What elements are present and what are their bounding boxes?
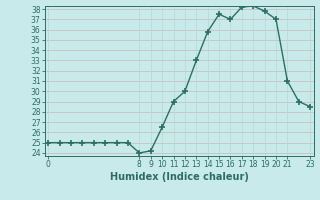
- X-axis label: Humidex (Indice chaleur): Humidex (Indice chaleur): [110, 172, 249, 182]
